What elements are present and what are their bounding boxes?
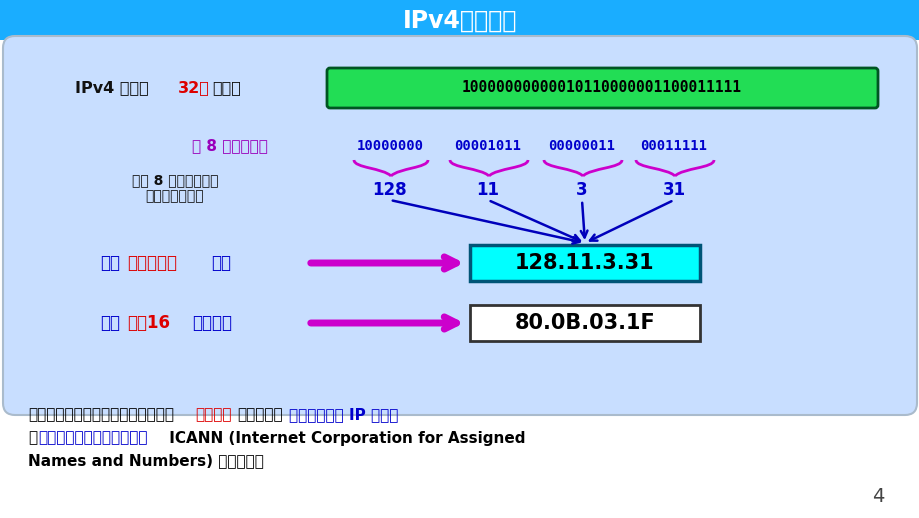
Text: ICANN (Internet Corporation for Assigned: ICANN (Internet Corporation for Assigned (164, 430, 525, 445)
Text: 分配一个在: 分配一个在 (237, 408, 282, 423)
Text: 80.0B.03.1F: 80.0B.03.1F (514, 313, 654, 333)
FancyBboxPatch shape (0, 0, 919, 40)
Text: 互联网上的每台主机（或路由器）的: 互联网上的每台主机（或路由器）的 (28, 408, 174, 423)
FancyBboxPatch shape (3, 36, 916, 415)
Text: IPv4地址基础: IPv4地址基础 (403, 9, 516, 33)
Text: 点分16: 点分16 (127, 314, 170, 332)
Text: 128.11.3.31: 128.11.3.31 (515, 253, 654, 273)
Text: 00000011: 00000011 (548, 139, 615, 153)
Text: 128: 128 (372, 181, 407, 199)
Text: 记法: 记法 (210, 254, 231, 272)
Text: 进制记法: 进制记法 (192, 314, 232, 332)
Text: 00001011: 00001011 (454, 139, 521, 153)
Text: 10000000000010110000001100011111: 10000000000010110000001100011111 (461, 80, 742, 95)
Text: 采用: 采用 (100, 314, 119, 332)
Text: 10000000: 10000000 (357, 139, 423, 153)
Text: 每个网口: 每个网口 (195, 408, 232, 423)
Text: 互联网名字和数字分配机构: 互联网名字和数字分配机构 (39, 430, 148, 445)
Text: 全世界唯一的 IP 地址。: 全世界唯一的 IP 地址。 (289, 408, 398, 423)
Text: IPv4 地址：: IPv4 地址： (75, 80, 149, 95)
Text: 3: 3 (575, 181, 587, 199)
Text: 00011111: 00011111 (640, 139, 707, 153)
Text: 11: 11 (476, 181, 499, 199)
Text: 每 8 位分为一组: 每 8 位分为一组 (192, 138, 267, 153)
Text: 二进制: 二进制 (211, 80, 241, 95)
Text: 采用: 采用 (100, 254, 119, 272)
Text: 31: 31 (662, 181, 685, 199)
Text: 点分十进制: 点分十进制 (127, 254, 176, 272)
Text: Names and Numbers) 进行分配。: Names and Numbers) 进行分配。 (28, 453, 264, 468)
Text: 将每 8 位的二进制数: 将每 8 位的二进制数 (131, 173, 218, 187)
FancyBboxPatch shape (470, 305, 699, 341)
Text: 转换为十进制数: 转换为十进制数 (145, 189, 204, 203)
FancyBboxPatch shape (326, 68, 877, 108)
FancyBboxPatch shape (470, 245, 699, 281)
Text: 4: 4 (871, 486, 883, 506)
Text: 32位: 32位 (177, 80, 210, 95)
Text: 由: 由 (28, 430, 37, 445)
